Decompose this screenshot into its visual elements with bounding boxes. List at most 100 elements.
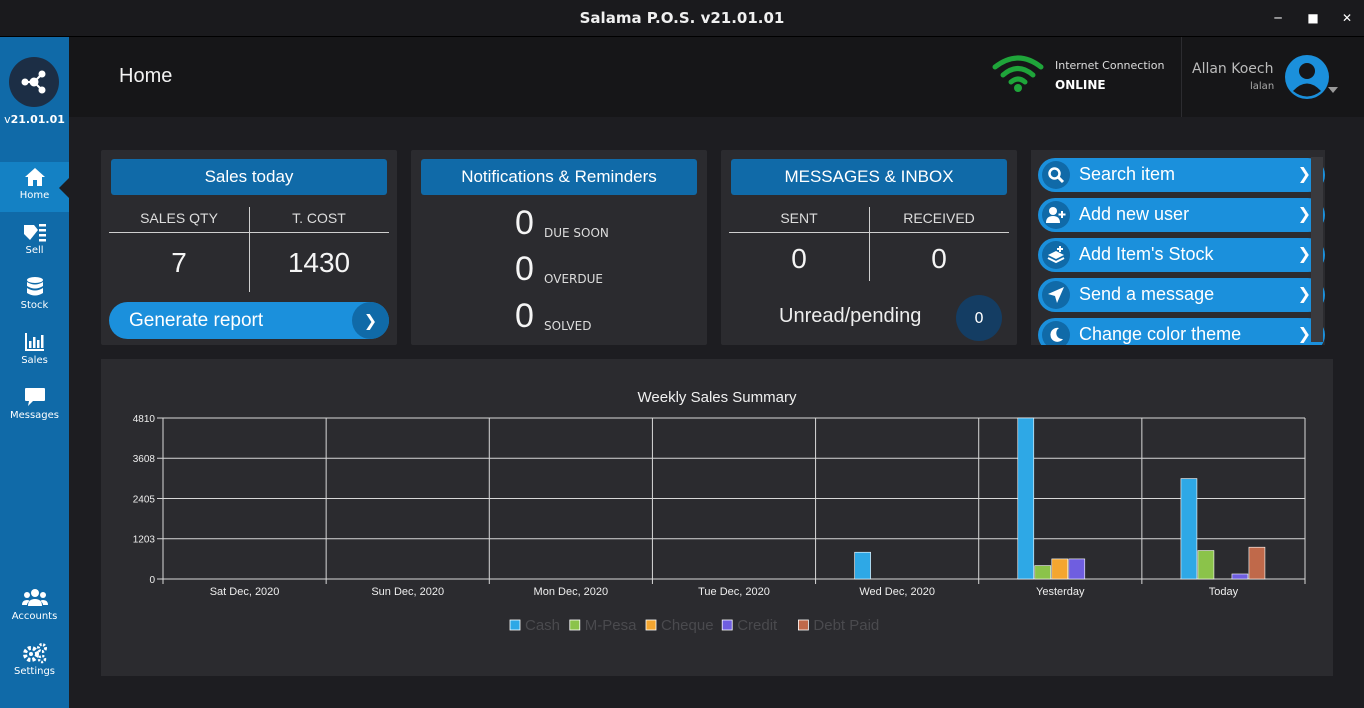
x-tick-label: Tue Dec, 2020 (698, 586, 770, 598)
close-icon[interactable]: ✕ (1341, 11, 1353, 25)
bar-cheque (1051, 558, 1069, 580)
y-tick-label: 3608 (133, 454, 156, 465)
y-tick-label: 4810 (133, 414, 156, 425)
sent-count: 0 (791, 243, 807, 274)
sales-qty-label: SALES QTY (140, 210, 218, 226)
sidebar-item-sales[interactable]: Sales (0, 327, 69, 377)
messages-title: MESSAGES & INBOX (731, 159, 1007, 195)
action-label: Add Item's Stock (1079, 244, 1214, 264)
divider (249, 207, 250, 292)
due-soon-count: 0 (515, 204, 534, 242)
notif-due-soon: 0 DUE SOON (411, 204, 707, 246)
search-item-button[interactable]: Search item ❯ (1038, 158, 1325, 192)
bar-m-pesa (1197, 550, 1215, 580)
maximize-icon[interactable]: ■ (1307, 11, 1319, 25)
database-icon (26, 277, 43, 296)
y-tick-label: 2405 (133, 495, 156, 506)
x-tick-label: Yesterday (1036, 586, 1085, 598)
connection-status-text: ONLINE (1055, 78, 1106, 92)
add-item-stock-button[interactable]: Add Item's Stock ❯ (1038, 238, 1325, 272)
chevron-right-icon: ❯ (1297, 204, 1311, 223)
action-label: Send a message (1079, 284, 1215, 304)
chevron-right-icon: ❯ (1297, 164, 1311, 183)
generate-report-button[interactable]: Generate report ❯ (109, 302, 389, 339)
home-icon (24, 168, 45, 186)
bar-cash (854, 551, 871, 580)
add-user-icon (1042, 201, 1070, 229)
connection-label: Internet Connection (1055, 59, 1165, 72)
sales-qty-value: 7 (171, 247, 187, 278)
chart-title: Weekly Sales Summary (637, 389, 797, 406)
received-label: RECEIVED (903, 210, 975, 226)
user-handle: lalan (1250, 81, 1275, 92)
sidebar-item-label: Sell (25, 245, 44, 256)
sidebar-item-stock[interactable]: Stock (0, 272, 69, 322)
sidebar-item-messages[interactable]: Messages (0, 382, 69, 432)
network-icon (21, 70, 46, 94)
overdue-label: OVERDUE (544, 272, 603, 286)
app-logo (9, 57, 59, 107)
app-version: v21.01.01 (0, 113, 69, 126)
sidebar-item-accounts[interactable]: Accounts (0, 583, 69, 633)
sidebar-item-settings[interactable]: Settings (0, 638, 69, 688)
avatar[interactable] (1284, 54, 1330, 100)
window-title: Salama P.O.S. v21.01.01 (579, 9, 785, 27)
bar-cash (1180, 478, 1198, 580)
messages-card: MESSAGES & INBOX SENT RECEIVED 0 0 Unrea… (721, 150, 1017, 345)
notifications-card: Notifications & Reminders 0 DUE SOON 0 O… (411, 150, 707, 345)
solved-count: 0 (515, 297, 534, 335)
weekly-sales-chart: 0 1203 2405 3608 4810 Sat Dec, 2020 Sun Dec, 2… (133, 414, 1306, 634)
x-tick-label: Wed Dec, 2020 (859, 586, 935, 598)
sidebar-item-label: Home (19, 190, 50, 201)
divider (869, 207, 870, 281)
y-tick-label: 0 (149, 575, 155, 586)
chevron-right-icon: ❯ (352, 302, 389, 339)
search-icon (1042, 161, 1070, 189)
x-tick-label: Sat Dec, 2020 (210, 586, 280, 598)
action-label: Search item (1079, 164, 1176, 184)
overdue-count: 0 (515, 250, 534, 288)
x-tick-label: Mon Dec, 2020 (534, 586, 609, 598)
send-message-button[interactable]: Send a message ❯ (1038, 278, 1325, 312)
gears-icon (22, 643, 47, 664)
legend-label: Credit (737, 617, 778, 634)
legend-label: Debt Paid (813, 617, 879, 634)
legend-swatch (721, 619, 733, 631)
bar-debt-paid (1248, 546, 1266, 580)
chevron-down-icon[interactable] (1328, 87, 1338, 93)
header: Home Internet Connection ONLINE Allan Ko… (69, 37, 1364, 117)
stack-add-icon (1042, 241, 1070, 269)
bar-chart-icon (24, 333, 44, 351)
sidebar-item-label: Sales (21, 355, 48, 366)
sidebar-item-label: Stock (20, 300, 49, 311)
tag-icon (23, 224, 46, 242)
notifications-title: Notifications & Reminders (421, 159, 697, 195)
total-cost-label: T. COST (292, 210, 346, 226)
user-name: Allan Koech (1192, 61, 1274, 77)
received-count: 0 (931, 243, 947, 274)
sidebar-item-label: Settings (13, 666, 55, 677)
version-prefix: v (4, 113, 11, 126)
x-tick-label: Today (1209, 586, 1239, 598)
chevron-right-icon: ❯ (1297, 244, 1311, 263)
unread-badge[interactable]: 0 (956, 295, 1002, 341)
action-label: Add new user (1079, 204, 1190, 224)
actions-scrollbar[interactable] (1311, 157, 1323, 342)
notif-solved: 0 SOLVED (411, 297, 707, 339)
minimize-icon[interactable]: ─ (1274, 11, 1282, 25)
sidebar-item-home[interactable]: Home (0, 162, 69, 212)
send-icon (1042, 281, 1070, 309)
sidebar-item-label: Messages (9, 410, 60, 421)
connection-status: Internet Connection ONLINE (989, 51, 1179, 101)
change-theme-button[interactable]: Change color theme ❯ (1038, 318, 1325, 345)
legend-swatch (645, 619, 657, 631)
sidebar-item-sell[interactable]: Sell (0, 217, 69, 267)
chat-icon (24, 388, 45, 406)
unread-label: Unread/pending (779, 305, 922, 327)
generate-report-label: Generate report (129, 310, 264, 331)
quick-actions-panel: Search item ❯ Add new user ❯ Add Item's … (1031, 150, 1325, 345)
bar-cash (1017, 417, 1035, 580)
add-new-user-button[interactable]: Add new user ❯ (1038, 198, 1325, 232)
wifi-icon (992, 55, 1044, 92)
sent-label: SENT (780, 210, 818, 226)
